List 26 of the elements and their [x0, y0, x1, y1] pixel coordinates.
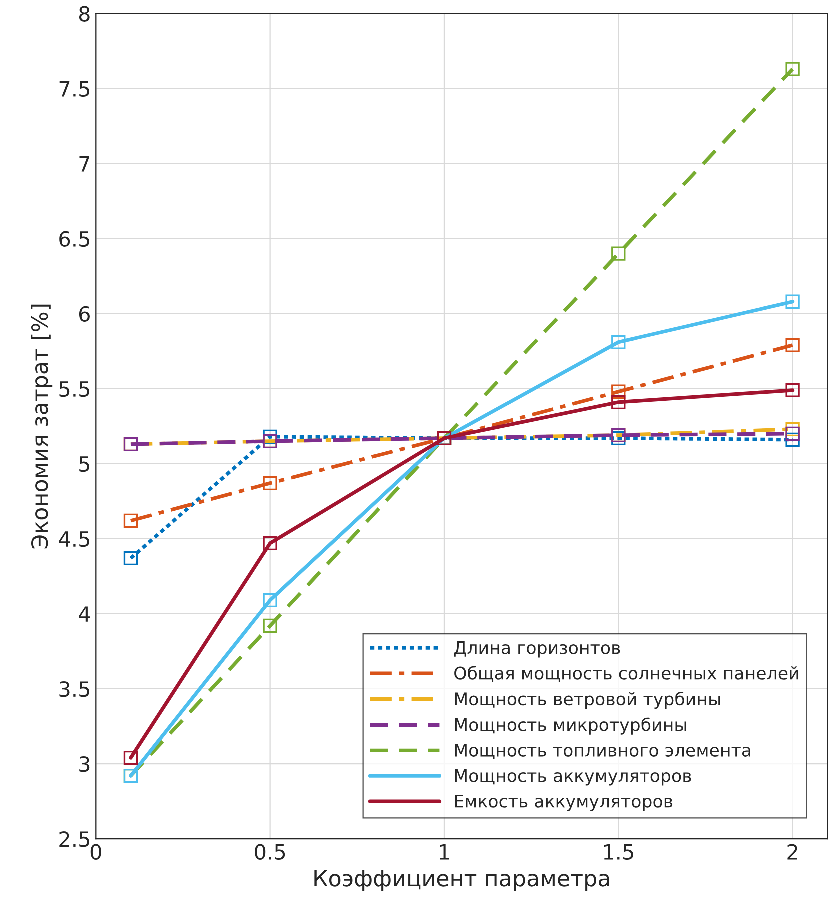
x-tick-label: 1: [440, 844, 450, 860]
y-tick-label: 5: [80, 456, 90, 472]
x-tick-label: 0: [90, 844, 102, 860]
x-axis-title: Коэффициент параметра: [314, 870, 610, 892]
y-tick-label: 2.5: [60, 832, 90, 848]
y-tick-label: 7.5: [60, 82, 90, 97]
y-tick-label: 7: [80, 156, 90, 172]
legend-label: Мощность топливного элемента: [455, 744, 750, 760]
y-axis-title: Экономия затрат [%]: [31, 304, 53, 549]
y-tick-label: 3.5: [60, 681, 90, 698]
x-tick-label: 2: [788, 844, 798, 860]
y-tick-label: 5.5: [60, 382, 90, 398]
legend-label: Мощность аккумуляторов: [455, 770, 692, 786]
y-tick-label: 6: [79, 306, 90, 322]
legend-label: Длина горизонтов: [454, 642, 620, 658]
legend-label: Емкость аккумуляторов: [455, 795, 673, 812]
x-tick-label: 1.5: [604, 844, 634, 860]
x-tick-label: 0.5: [255, 844, 286, 860]
y-tick-label: 3: [80, 756, 90, 772]
legend-label: Общая мощность солнечных панелей: [454, 666, 798, 682]
y-tick-label: 6.5: [60, 231, 90, 248]
y-tick-label: 8: [79, 6, 90, 22]
y-tick-label: 4.5: [59, 532, 90, 548]
legend-label: Мощность ветровой турбины: [455, 692, 720, 710]
legend-label: Мощность микротурбины: [455, 718, 686, 735]
y-tick-label: 4: [79, 606, 90, 622]
